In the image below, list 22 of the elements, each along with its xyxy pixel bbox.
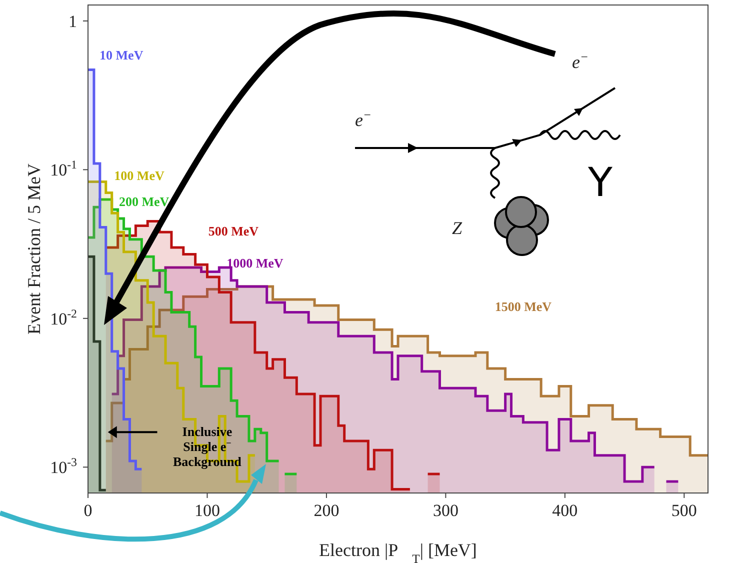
x-tick-label: 100 [194,501,220,520]
text: 1500 MeV [494,299,552,314]
series-label: 100 MeV [114,168,165,184]
x-tick-label: 200 [314,501,340,520]
annotation: Y [587,160,613,206]
series-label: 1000 MeV [226,255,284,270]
y-tick-label: 1 [68,12,77,31]
y-tick-label: 10$^{-3}$ [50,455,78,478]
series-label: 500 MeV [208,224,260,239]
x-tick-label: 300 [432,501,458,520]
y-tick-label: 10$^{-1}$ [50,158,78,180]
x-tick-label: 400 [552,501,578,520]
x-axis-title: Electron |P⃗$_{T}$| [MeV] [319,540,477,563]
annotation: e$^{−}$ [572,50,588,72]
annotation: e$^{−}$ [355,108,372,130]
x-tick-label: 500 [671,501,697,520]
series-label: 10 MeV [100,48,144,63]
x-tick-label: 0 [84,501,92,520]
y-tick-label: 10$^{-2}$ [50,306,78,328]
series-label: 200 MeV [118,194,170,209]
annotation: Z [452,218,463,238]
y-axis-title: Event Fraction / 5 MeV [24,164,44,334]
